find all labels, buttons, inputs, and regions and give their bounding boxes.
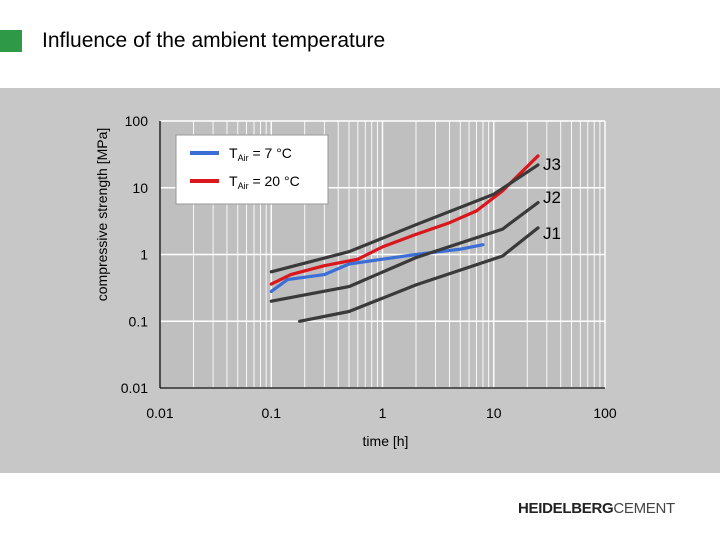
curve-label-j2: J2 <box>543 188 561 207</box>
chart-panel: 100 10 1 0.1 0.01 0.01 0.1 1 10 100 time [h] compre… <box>0 88 720 473</box>
curve-label-j1: J1 <box>543 224 561 243</box>
curve-label-j3: J3 <box>543 155 561 174</box>
legend-box <box>175 134 329 205</box>
brand-bold-text: HEIDELBERG <box>518 500 614 517</box>
brand-light-text: CEMENT <box>613 500 675 517</box>
series-line-j3 <box>269 163 540 274</box>
strength-chart: 100 10 1 0.1 0.01 0.01 0.1 1 10 100 time [h] compre… <box>94 113 617 449</box>
y-tick-label: 0.01 <box>121 380 148 396</box>
series-line-j1 <box>298 226 540 323</box>
y-axis-label: compressive strength [MPa] <box>94 128 110 302</box>
x-tick-label: 100 <box>593 405 617 421</box>
x-tick-label: 0.01 <box>146 405 173 421</box>
y-tick-label: 0.1 <box>129 313 149 329</box>
legend-label: TAir = 20 °C <box>229 173 300 191</box>
series-line-t7 <box>269 243 485 293</box>
title-accent-square <box>0 30 22 52</box>
x-tick-label: 0.1 <box>262 405 282 421</box>
x-tick-label: 1 <box>379 405 387 421</box>
page-title: Influence of the ambient temperature <box>42 29 386 52</box>
heidelbergcement-logo: HEIDELBERGCEMENT <box>518 500 675 517</box>
y-tick-label: 10 <box>132 180 148 196</box>
legend-label: TAir = 7 °C <box>229 145 292 163</box>
x-tick-label: 10 <box>486 405 502 421</box>
series-line-j2 <box>269 200 540 303</box>
y-tick-label: 100 <box>125 113 149 129</box>
x-axis-label: time [h] <box>363 433 409 449</box>
y-tick-label: 1 <box>140 247 148 263</box>
series-line-t20 <box>269 154 540 286</box>
